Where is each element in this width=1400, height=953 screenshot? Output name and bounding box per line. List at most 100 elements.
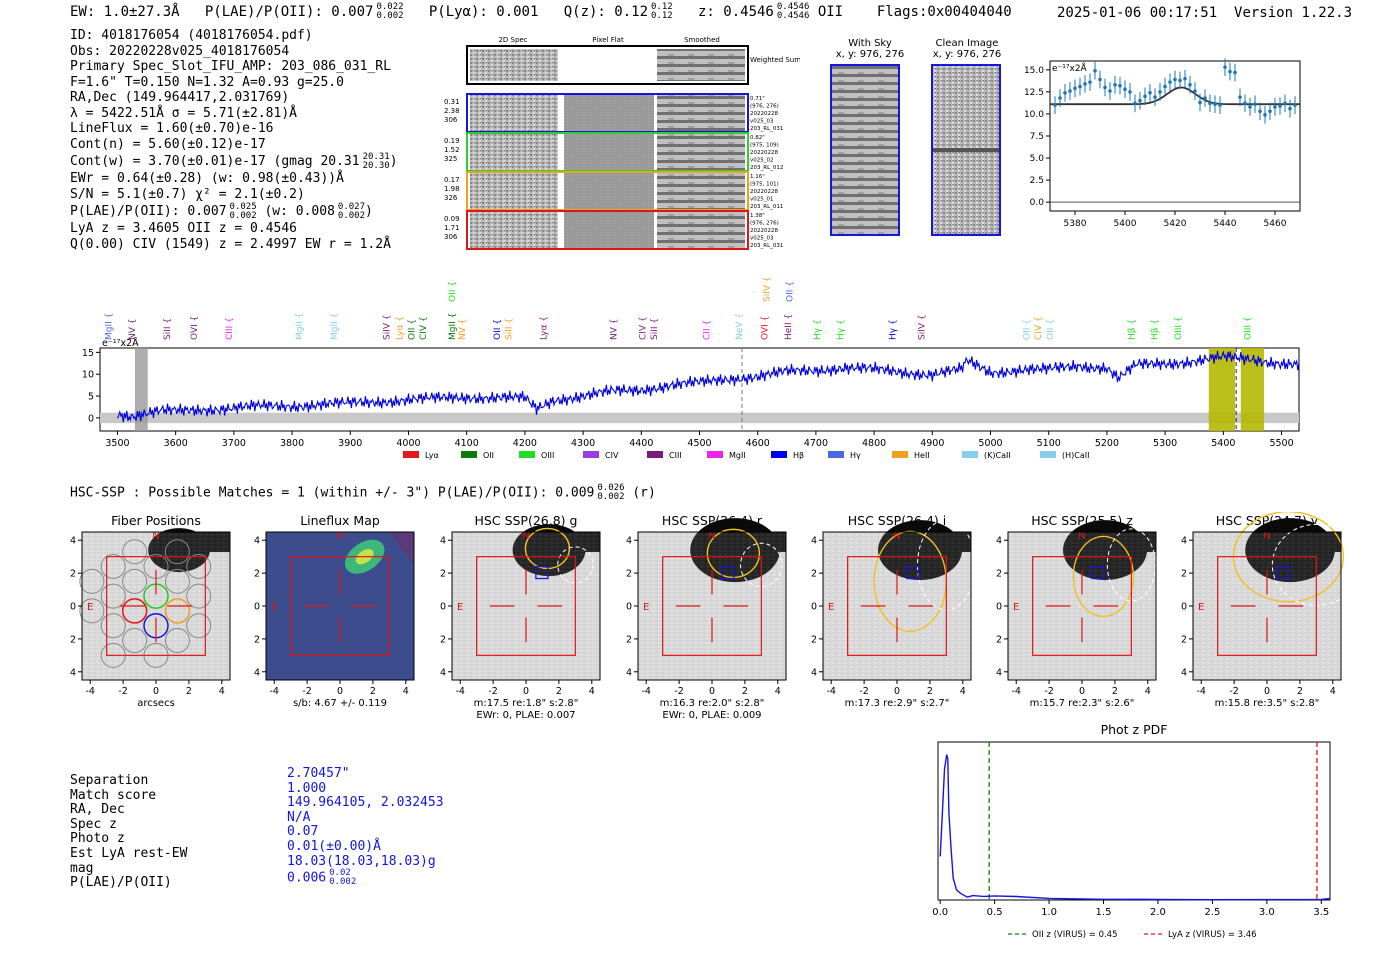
zoom-data-point	[1218, 103, 1222, 107]
info-plae-sup: 0.025	[229, 201, 257, 212]
match-value-radec: 149.964105, 2.032453	[287, 795, 444, 811]
legend-swatch	[892, 451, 908, 458]
zoom-data-point	[1103, 85, 1107, 90]
fiber-circle	[79, 598, 105, 624]
spectrum-xtick-label: 5100	[1037, 438, 1061, 449]
spectrum-xtick-label: 4600	[746, 438, 770, 449]
legend-label: OII	[483, 451, 494, 460]
spectrum-xtick-label: 3800	[280, 438, 304, 449]
zoom-data-point	[1263, 113, 1267, 117]
hsc-ytick-label: -4	[626, 667, 632, 678]
spectrum-line-label: CIII {	[225, 317, 235, 340]
spectrum-line-label: OVI {	[190, 316, 200, 340]
cutout-noise	[1193, 532, 1341, 680]
compass-east: E	[643, 602, 649, 613]
info-plae-text: P(LAE)/P(OII): 0.007	[70, 204, 227, 219]
hsc-xtick-label: -2	[488, 686, 497, 697]
hsc-xtick-label: 2	[370, 686, 376, 697]
header-plae-sup: 0.022	[376, 2, 404, 12]
zoom-ytick-label: 15.0	[1024, 66, 1044, 76]
info-plae: P(LAE)/P(OII): 0.007 0.025 0.002 (w: 0.008…	[70, 202, 398, 221]
neighbor-ellipse	[557, 546, 594, 584]
hsc-ytick-label: 0	[440, 602, 446, 613]
photz-frame	[937, 741, 1331, 901]
header-version: Version 1.22.3	[1234, 5, 1353, 21]
spec2d-flat	[564, 212, 654, 248]
spectrum-line-label: SiIV {	[918, 314, 928, 340]
fiber-circle	[100, 583, 126, 609]
spectrum-xtick-label: 4800	[862, 438, 886, 449]
legend-swatch	[771, 451, 787, 458]
info-fiber: F=1.6" T=0.150 N=1.32 A=0.93 g=25.0	[70, 74, 344, 90]
zoom-data-point	[1093, 68, 1097, 73]
hsc-xtick-label: 2	[1297, 686, 1303, 697]
spec2d-raw	[470, 95, 558, 131]
fiber-circle	[186, 554, 212, 580]
zoom-data-point	[1293, 103, 1297, 107]
match-value-lya-ew: 0.01(±0.00)Å	[287, 838, 381, 854]
hsc-xtick-label: 0	[1079, 686, 1085, 697]
clean-image-title: Clean Image x, y: 976, 276	[917, 38, 1017, 60]
hsc-ytick-label: -4	[440, 667, 446, 678]
spectrum-line-label: SiIV {	[382, 314, 392, 340]
info-contn: Cont(n) = 5.60(±0.12)e-17	[70, 136, 266, 152]
fiber-circle	[122, 539, 148, 565]
spectrum-line-label: MgII {	[330, 313, 340, 340]
spectrum-shaded-region	[1240, 348, 1265, 431]
zoom-data-point	[1058, 96, 1062, 100]
zoom-data-point	[1118, 83, 1122, 88]
hsc-ytick-label: 0	[254, 602, 260, 613]
hsc-xtick-label: 0	[153, 686, 159, 697]
hsc-ytick-label: -2	[626, 634, 632, 645]
legend-swatch	[962, 451, 978, 458]
photz-xtick-label: 1.0	[1041, 907, 1057, 918]
hsc-panel-caption: EWr: 0, PLAE: 0.009	[662, 710, 761, 721]
hsc-panel: Lineflux Map N E -4 -4 -2 -2 0 0 2 2 4 4 s/b: 4.67 +/…	[251, 512, 440, 732]
header-line-id: OII	[817, 4, 844, 20]
fiber-circle	[164, 539, 190, 565]
zoom-data-point	[1178, 78, 1182, 83]
spectrum-line-label: NV {	[458, 319, 468, 340]
spectrum-line-label: MgII {	[105, 313, 115, 340]
cutout-noise	[638, 532, 786, 680]
match-value-mag: 18.03(18.03,18.03)g	[287, 853, 436, 869]
hsc-ytick-label: 4	[626, 536, 632, 547]
spectrum-line-label: HeII {	[784, 314, 794, 340]
hsc-panel-svg: HSC SSP(26.8) g N E -4 -4 -2 -2 0 0 2 2 4 4 m:17.5 re…	[437, 513, 601, 721]
hsc-ytick-label: 2	[811, 569, 817, 580]
spec2d-row-info: (976, 276)	[750, 221, 779, 227]
spectrum-ylabel-units: e⁻¹⁷x2Å	[102, 337, 139, 349]
hsc-panel-caption: m:16.3 re:2.0" s:2.8"	[660, 698, 765, 709]
spec2d-raw	[470, 173, 558, 209]
hsc-panel: Fiber Positions N E -4 -4 -2 -2 0 0 2 2 4 4 arcsecs	[67, 512, 256, 732]
compass-north: N	[336, 531, 343, 542]
spectrum-line-label: SiII {	[163, 318, 173, 340]
spec2d-panel: 2D Spec Pixel Flat Smoothed Weighted Sum…	[444, 36, 800, 250]
spectrum-ytick-label: 5	[88, 392, 94, 403]
match-values: 2.70457" 1.000 149.964105, 2.032453 N/A …	[287, 766, 444, 887]
zoom-data-point	[1233, 70, 1237, 75]
hsc-panel-caption: EWr: 0, PLAE: 0.007	[476, 710, 575, 721]
header-plae-sub: 0.002	[376, 11, 404, 21]
match-value-separation: 2.70457"	[287, 766, 350, 781]
hsc-xtick-label: 2	[927, 686, 933, 697]
spectrum-line	[116, 350, 1300, 423]
zoom-ylabel-units: e⁻¹⁷x2Å	[1052, 62, 1088, 74]
legend-swatch	[519, 451, 535, 458]
fiber-highlight	[164, 598, 191, 624]
spec2d-row-meta: 1.98	[444, 185, 460, 193]
hsc-xtick-label: -4	[455, 686, 464, 697]
photz-legend-lya: LyA z (VIRUS) = 3.46	[1168, 930, 1257, 940]
zoom-data-point	[1143, 94, 1147, 99]
line-zoom-plot: 5380 5400 5420 5440 5460 0.0 2.5 5.0 7.5 10.0 12.5…	[1024, 58, 1301, 229]
hsc-ytick-label: -4	[811, 667, 817, 678]
spec2d-row-info: 0.82"	[750, 135, 765, 141]
spec2d-smoothed	[657, 173, 745, 209]
detection-info: ID: 4018176054 (4018176054.pdf) Obs: 202…	[70, 28, 398, 252]
with-sky-label: With Sky	[848, 38, 892, 49]
info-sn: S/N = 5.1(±0.7) χ² = 2.1(±0.2)	[70, 186, 305, 202]
zoom-data-point	[1128, 90, 1132, 94]
